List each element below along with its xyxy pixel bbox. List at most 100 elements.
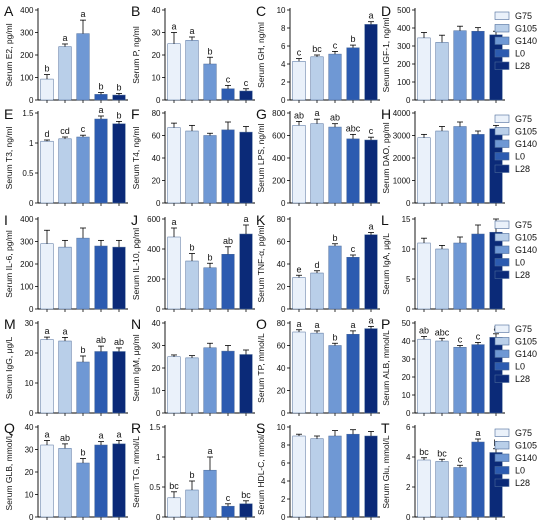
y-tick-label: 200	[147, 275, 161, 284]
y-tick-label: 20	[277, 283, 286, 292]
y-axis-label: Serum IgA, μg/L	[381, 233, 391, 295]
y-tick-label: 600	[272, 132, 286, 141]
legend-swatch	[494, 24, 510, 33]
significance-letter: c	[297, 48, 302, 58]
bar-G140	[453, 30, 467, 101]
panel-letter: M	[4, 316, 16, 332]
bar-G105	[58, 138, 72, 204]
y-tick-label: 0	[156, 409, 161, 418]
y-tick-label: 0	[29, 409, 34, 418]
y-tick-label: 0.5	[149, 483, 161, 492]
legend-swatch	[494, 441, 510, 450]
bar-G105	[185, 130, 199, 204]
significance-letter: a	[296, 319, 301, 329]
bar-G75	[292, 277, 306, 310]
y-tick-label: 0	[156, 305, 161, 314]
panel-letter: P	[381, 316, 390, 332]
y-axis-label: Serum IL-10, pg/ml	[131, 228, 141, 300]
significance-letter: a	[44, 326, 49, 336]
legend-label: G140	[515, 139, 537, 149]
y-tick-label: 20	[152, 51, 161, 60]
panel-L: L Serum IgA, μg/L 0 5 10 15	[381, 212, 505, 314]
bar-G75	[292, 331, 306, 414]
legend-swatch	[494, 270, 510, 279]
panel-letter: E	[4, 106, 13, 122]
y-tick-label: 60	[277, 342, 286, 351]
bar-G75	[292, 125, 306, 204]
y-tick-label: 100	[20, 283, 34, 292]
legend-swatch	[494, 349, 510, 358]
bar-L0	[346, 433, 360, 518]
y-tick-label: 1.5	[149, 423, 161, 432]
significance-letter: c	[476, 331, 481, 341]
legend-label: G75	[515, 220, 532, 230]
significance-letter: ab	[330, 113, 340, 123]
bar-L28	[112, 123, 126, 204]
legend-swatch	[494, 324, 510, 333]
y-tick-label: 15	[402, 215, 411, 224]
significance-letter: ab	[60, 433, 70, 443]
y-tick-label: 0	[406, 305, 411, 314]
panel-F: F Serum T4, ng/ml 0 20 40 60 80	[131, 106, 255, 208]
significance-letter: a	[171, 22, 176, 32]
legend-swatch	[494, 428, 510, 437]
legend-swatch	[494, 127, 510, 136]
significance-letter: a	[116, 430, 121, 440]
y-tick-label: 0	[281, 409, 286, 418]
bar-G75	[167, 127, 181, 204]
legend-swatch	[494, 139, 510, 148]
y-tick-label: 6	[281, 459, 286, 468]
y-tick-label: 10	[152, 387, 161, 396]
bar-G75	[40, 339, 54, 414]
panel-B: B Serum P, ng/ml 0 10 20 30 40 a a b c c	[131, 3, 255, 105]
y-tick-label: 20	[25, 349, 34, 358]
bar-L28	[364, 328, 378, 414]
bar-L0	[471, 344, 485, 414]
bar-G140	[453, 242, 467, 310]
panel-letter: G	[256, 106, 267, 122]
bar-G140	[328, 53, 342, 101]
y-axis-label: Serum DAO, pg/ml	[381, 122, 391, 193]
significance-letter: bc	[437, 448, 447, 458]
legend-swatch	[494, 164, 510, 173]
significance-letter: ab	[223, 236, 233, 246]
significance-letter: b	[80, 345, 85, 355]
significance-letter: b	[44, 64, 49, 74]
y-axis-label: Serum GLB, mmol/L	[4, 433, 14, 510]
y-tick-label: 0	[156, 513, 161, 522]
y-tick-label: 2	[406, 483, 411, 492]
bar-G75	[417, 242, 431, 310]
y-tick-label: 6	[406, 423, 411, 432]
bar-G75	[167, 356, 181, 414]
bar-L0	[221, 254, 235, 310]
y-axis-label: Serum IgM, μg/ml	[131, 334, 141, 401]
y-axis-label: Serum E2, pg/ml	[4, 23, 14, 86]
y-tick-label: 5	[406, 275, 411, 284]
significance-letter: a	[62, 326, 67, 336]
y-tick-label: 0.5	[22, 169, 34, 178]
bar-G105	[310, 272, 324, 310]
bar-L28	[112, 246, 126, 310]
significance-letter: c	[351, 244, 356, 254]
y-tick-label: 400	[272, 154, 286, 163]
bar-G105	[310, 56, 324, 101]
legend-label: G105	[515, 127, 537, 137]
y-tick-label: 0	[281, 513, 286, 522]
bar-G75	[292, 435, 306, 518]
y-tick-label: 0	[281, 199, 286, 208]
legend-swatch	[494, 114, 510, 123]
y-tick-label: 0	[406, 513, 411, 522]
bar-G105	[58, 448, 72, 518]
y-tick-label: 0	[29, 305, 34, 314]
significance-letter: d	[314, 260, 319, 270]
significance-letter: bc	[241, 490, 251, 500]
bar-G105	[435, 130, 449, 204]
bar-G140	[203, 135, 217, 204]
significance-letter: b	[80, 448, 85, 458]
panel-E: E Serum T3, ng/ml 0 0.5 1 1.5 d cd c a b	[4, 105, 128, 208]
y-tick-label: 0	[281, 96, 286, 105]
bar-L0	[471, 441, 485, 518]
